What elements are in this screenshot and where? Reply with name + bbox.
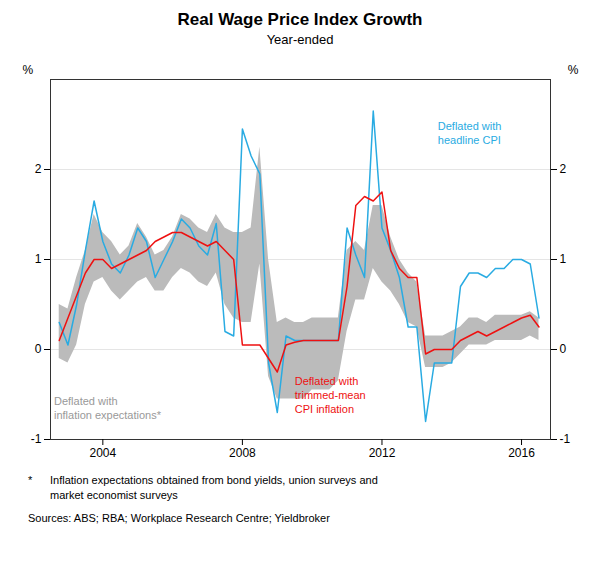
html-text:Real Wage Price Index Growth: Real Wage Price Index Growth [177, 10, 423, 29]
svg-text:2: 2 [560, 162, 567, 176]
svg-text:Deflated withtrimmed-meanCPI i: Deflated withtrimmed-meanCPI inflation [295, 375, 366, 416]
svg-text:2016: 2016 [508, 446, 535, 460]
html-text:Year-ended: Year-ended [266, 32, 334, 47]
svg-text:2012: 2012 [369, 446, 396, 460]
html-text:Inflation expectations obtaine: Inflation expectations obtained from bon… [50, 474, 378, 501]
svg-text:Deflated withinflation expecta: Deflated withinflation expectations* [54, 395, 162, 421]
svg-text:1: 1 [560, 252, 567, 266]
svg-text:2008: 2008 [229, 446, 256, 460]
svg-text:%: % [568, 63, 579, 77]
svg-text:2004: 2004 [89, 446, 116, 460]
svg-text:-1: -1 [560, 432, 571, 446]
html-text:Sources: ABS; RBA; Workplace R: Sources: ABS; RBA; Workplace Research Ce… [28, 511, 330, 524]
svg-text:Deflated withheadline CPI: Deflated withheadline CPI [438, 120, 502, 146]
svg-text:1: 1 [35, 252, 42, 266]
svg-text:%: % [23, 63, 34, 77]
svg-text:0: 0 [560, 342, 567, 356]
svg-text:0: 0 [35, 342, 42, 356]
svg-text:2: 2 [35, 162, 42, 176]
svg-text:-1: -1 [31, 432, 42, 446]
